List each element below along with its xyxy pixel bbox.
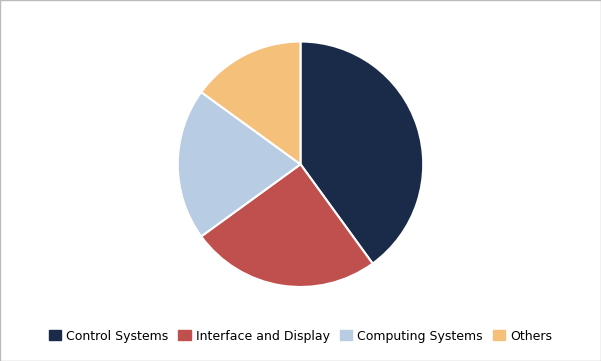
Wedge shape: [201, 164, 373, 287]
Wedge shape: [201, 42, 300, 164]
Wedge shape: [178, 92, 300, 236]
Wedge shape: [300, 42, 423, 264]
Legend: Control Systems, Interface and Display, Computing Systems, Others: Control Systems, Interface and Display, …: [43, 325, 558, 348]
